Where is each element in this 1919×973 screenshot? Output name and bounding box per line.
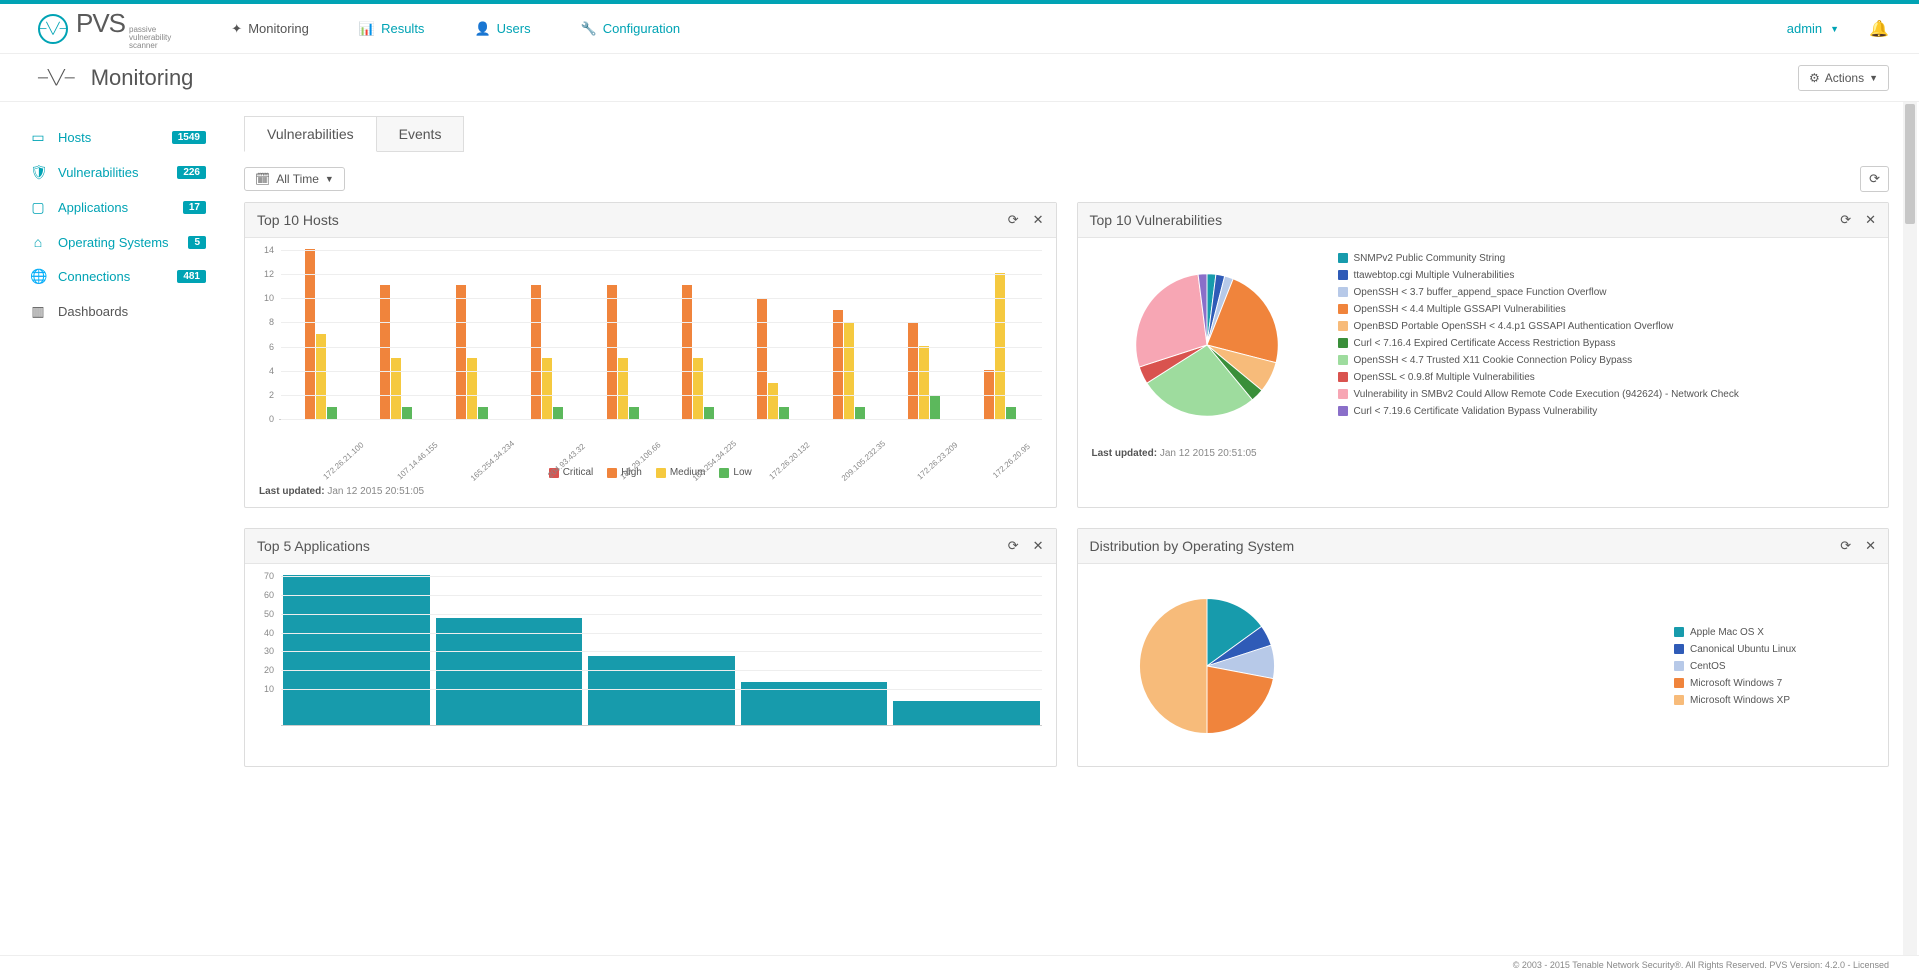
laptop-icon: ▭ bbox=[30, 129, 46, 146]
nav-monitoring[interactable]: ✦Monitoring bbox=[231, 21, 309, 37]
subheader: ─╲╱─ Monitoring ⚙ Actions ▼ bbox=[0, 54, 1919, 102]
refresh-all-button[interactable]: ⟳ bbox=[1860, 166, 1889, 192]
panel-title: Top 5 Applications bbox=[257, 538, 370, 554]
nav-users[interactable]: 👤Users bbox=[474, 21, 530, 37]
header: ─╲╱─ PVS passivevulnerabilityscanner ✦Mo… bbox=[0, 4, 1919, 54]
panel-title: Top 10 Hosts bbox=[257, 212, 339, 228]
caret-down-icon: ▼ bbox=[1830, 24, 1839, 34]
sidebar: ▭ Hosts 1549 🛡 Vulnerabilities 226 ▢ App… bbox=[0, 102, 220, 955]
panel-top-vulns: Top 10 Vulnerabilities ⟳ ✕ SNMPv2 Public… bbox=[1077, 202, 1890, 508]
sidebar-item-hosts[interactable]: ▭ Hosts 1549 bbox=[30, 120, 206, 155]
panel-top-apps: Top 5 Applications ⟳ ✕ 10203040506070 bbox=[244, 528, 1057, 767]
logo-text: PVS bbox=[76, 8, 125, 39]
sidebar-item-os[interactable]: ⌂ Operating Systems 5 bbox=[30, 225, 206, 259]
os-pie-chart bbox=[1092, 576, 1322, 756]
refresh-icon: ⟳ bbox=[1869, 171, 1880, 186]
refresh-icon[interactable]: ⟳ bbox=[1840, 212, 1851, 228]
sidebar-item-vulnerabilities[interactable]: 🛡 Vulnerabilities 226 bbox=[30, 155, 206, 190]
badge: 1549 bbox=[172, 131, 206, 144]
app-icon: ▢ bbox=[30, 199, 46, 216]
results-icon: 📊 bbox=[359, 21, 375, 37]
panel-title: Distribution by Operating System bbox=[1090, 538, 1295, 554]
tab-events[interactable]: Events bbox=[376, 116, 465, 152]
panel-dist-os: Distribution by Operating System ⟳ ✕ App… bbox=[1077, 528, 1890, 767]
top-nav: ✦Monitoring 📊Results 👤Users 🔧Configurati… bbox=[231, 21, 680, 37]
user-menu[interactable]: admin▼ bbox=[1787, 21, 1839, 36]
os-legend: Apple Mac OS XCanonical Ubuntu LinuxCent… bbox=[1674, 624, 1874, 709]
page-title: Monitoring bbox=[91, 65, 194, 91]
nav-results[interactable]: 📊Results bbox=[359, 21, 425, 37]
badge: 5 bbox=[188, 236, 206, 249]
badge: 481 bbox=[177, 270, 206, 283]
time-filter[interactable]: 🗓 All Time ▼ bbox=[244, 167, 345, 191]
refresh-icon[interactable]: ⟳ bbox=[1008, 538, 1019, 554]
badge: 226 bbox=[177, 166, 206, 179]
caret-down-icon: ▼ bbox=[1869, 73, 1878, 83]
badge: 17 bbox=[183, 201, 206, 214]
bell-icon[interactable]: 🔔 bbox=[1869, 19, 1889, 39]
content: Vulnerabilities Events 🗓 All Time ▼ ⟳ To… bbox=[220, 102, 1919, 955]
close-icon[interactable]: ✕ bbox=[1865, 212, 1876, 228]
users-icon: 👤 bbox=[474, 21, 490, 37]
sidebar-item-dashboards[interactable]: ▥ Dashboards bbox=[30, 294, 206, 329]
close-icon[interactable]: ✕ bbox=[1033, 538, 1044, 554]
calendar-icon: 🗓 bbox=[255, 172, 270, 186]
tab-vulnerabilities[interactable]: Vulnerabilities bbox=[244, 116, 377, 152]
logo[interactable]: ─╲╱─ PVS passivevulnerabilityscanner bbox=[38, 8, 171, 50]
close-icon[interactable]: ✕ bbox=[1033, 212, 1044, 228]
scrollbar[interactable] bbox=[1903, 102, 1917, 955]
chart-icon: ▥ bbox=[30, 303, 46, 320]
caret-down-icon: ▼ bbox=[325, 174, 334, 184]
refresh-icon[interactable]: ⟳ bbox=[1008, 212, 1019, 228]
panel-top-hosts: Top 10 Hosts ⟳ ✕ 02468101214 172.26.21.1… bbox=[244, 202, 1057, 508]
panel-title: Top 10 Vulnerabilities bbox=[1090, 212, 1223, 228]
tabs: Vulnerabilities Events bbox=[244, 116, 1889, 152]
vulns-pie-chart bbox=[1092, 250, 1322, 440]
vulns-legend: SNMPv2 Public Community Stringttawebtop.… bbox=[1338, 250, 1875, 420]
close-icon[interactable]: ✕ bbox=[1865, 538, 1876, 554]
sidebar-item-connections[interactable]: 🌐 Connections 481 bbox=[30, 259, 206, 294]
actions-button[interactable]: ⚙ Actions ▼ bbox=[1798, 65, 1889, 91]
footer: © 2003 - 2015 Tenable Network Security®.… bbox=[0, 955, 1919, 973]
hosts-bar-chart bbox=[279, 250, 1042, 420]
config-icon: 🔧 bbox=[581, 21, 597, 37]
globe-icon: 🌐 bbox=[30, 268, 46, 285]
pulse-icon: ─╲╱─ bbox=[38, 69, 75, 86]
drive-icon: ⌂ bbox=[30, 234, 46, 250]
shield-icon: 🛡 bbox=[30, 164, 46, 181]
refresh-icon[interactable]: ⟳ bbox=[1840, 538, 1851, 554]
gear-icon: ⚙ bbox=[1809, 71, 1820, 85]
apps-bar-chart bbox=[281, 576, 1042, 726]
nav-configuration[interactable]: 🔧Configuration bbox=[581, 21, 681, 37]
sidebar-item-applications[interactable]: ▢ Applications 17 bbox=[30, 190, 206, 225]
